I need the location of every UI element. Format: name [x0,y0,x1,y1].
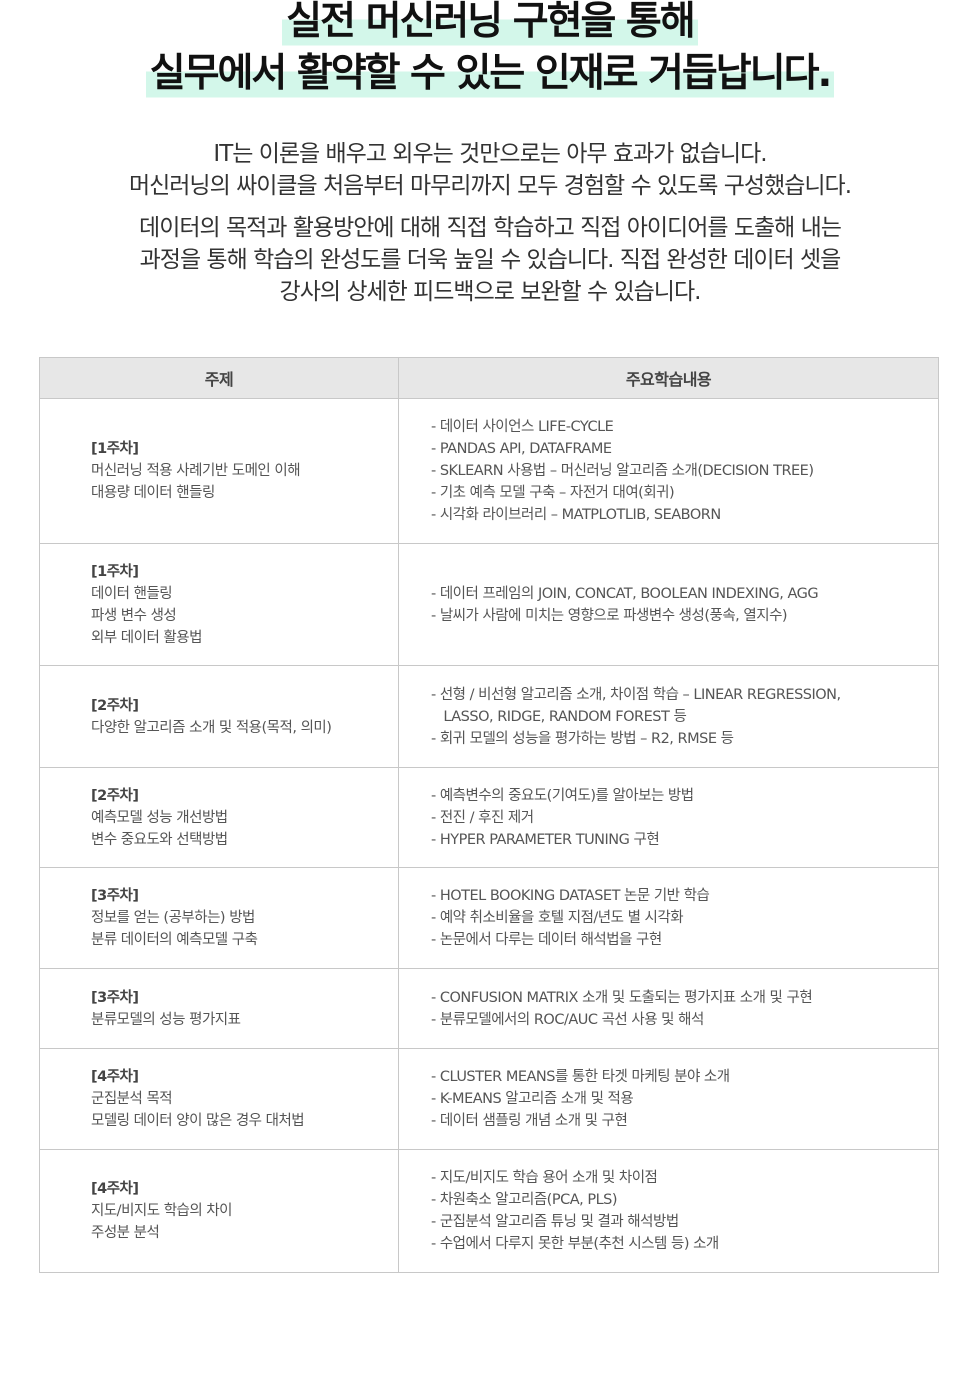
contents-cell: - 데이터 사이언스 LIFE-CYCLE - PANDAS API, DATAF… [398,398,939,544]
content-item: - 논문에서 다루는 데이터 해석법을 구현 [431,932,662,948]
contents-cell: - 예측변수의 중요도(기여도)를 알아보는 방법 - 전진 / 후진 제거 - H… [398,767,939,868]
week-label: [1주차] [91,441,139,457]
content-item: - 분류모델에서의 ROC/AUC 곡선 사용 및 해석 [431,1011,704,1028]
content-item: - PANDAS API, DATAFRAME [431,441,612,457]
intro-line: 강사의 상세한 피드백으로 보완할 수 있습니다. [279,279,702,305]
topic-line: 분류 데이터의 예측모델 구축 [91,932,258,948]
table-row: [2주차] 다양한 알고리즘 소개 및 적용(목적, 의미) - 선형 / 비선형 … [39,665,939,768]
topic-line: 분류모델의 성능 평가지표 [91,1011,241,1028]
week-label: [2주차] [91,787,139,804]
content-item: - 기초 예측 모델 구축 – 자전거 대여(회귀) [431,485,675,501]
contents-cell: - CONFUSION MATRIX 소개 및 도출되는 평가지표 소개 및 구… [398,968,939,1049]
headline-line-2: 실무에서 활약할 수 있는 인재로 거듭납니다. [145,48,835,100]
content-item: - CLUSTER MEANS를 통한 타겟 마케팅 분야 소개 [431,1069,730,1085]
topic-line: 파생 변수 생성 [91,607,177,624]
contents-cell: - HOTEL BOOKING DATASET 논문 기반 학습 - 예약 취소비… [398,867,939,969]
headline-line-1: 실전 머신러닝 구현을 통해 [282,0,698,48]
content-item: - 날씨가 사람에 미치는 영향으로 파생변수 생성(풍속, 열지수) [431,607,788,624]
topic-line: 변수 중요도와 선택방법 [91,831,228,848]
intro-paragraph-2: 데이터의 목적과 활용방안에 대해 직접 학습하고 직접 아이디어를 도출해 내… [0,212,980,308]
header-contents: 주요학습내용 [398,357,939,399]
content-item: - 예약 취소비율을 호텔 지점/년도 별 시각화 [431,910,684,926]
week-label: [1주차] [91,563,139,580]
intro-paragraph-1: IT는 이론을 배우고 외우는 것만으로는 아무 효과가 없습니다. 머신러닝의… [0,138,980,202]
content-item: - CONFUSION MATRIX 소개 및 도출되는 평가지표 소개 및 구… [431,989,813,1006]
content-item: - K-MEANS 알고리즘 소개 및 적용 [431,1091,634,1107]
content-item: - 지도/비지도 학습 용어 소개 및 차이점 [431,1170,658,1186]
intro-line: 머신러닝의 싸이클을 처음부터 마무리까지 모두 경험할 수 있도록 구성했습니… [128,173,852,199]
headline: 실전 머신러닝 구현을 통해 실무에서 활약할 수 있는 인재로 거듭납니다. [0,0,980,100]
topic-line: 데이터 핸들링 [91,585,173,602]
content-item: - 시각화 라이브러리 – MATPLOTLIB, SEABORN [431,507,721,523]
intro-line: 데이터의 목적과 활용방안에 대해 직접 학습하고 직접 아이디어를 도출해 내… [139,215,842,241]
topic-line: 모델링 데이터 양이 많은 경우 대처법 [91,1113,305,1129]
content-item: - HYPER PARAMETER TUNING 구현 [431,831,660,848]
intro-line: IT는 이론을 배우고 외우는 것만으로는 아무 효과가 없습니다. [213,141,767,167]
topic-line: 머신러닝 적용 사례기반 도메인 이해 [91,463,301,479]
content-item: - 회귀 모델의 성능을 평가하는 방법 – R2, RMSE 등 [431,730,734,747]
content-item: - SKLEARN 사용법 – 머신러닝 알고리즘 소개(DECISION TR… [431,463,814,479]
contents-cell: - 데이터 프레임의 JOIN, CONCAT, BOOLEAN INDEXIN… [398,543,939,666]
contents-cell: - CLUSTER MEANS를 통한 타겟 마케팅 분야 소개 - K-MEAN… [398,1048,939,1150]
topic-line: 지도/비지도 학습의 차이 [91,1203,233,1219]
topic-line: 군집분석 목적 [91,1091,173,1107]
content-item: - 차원축소 알고리즘(PCA, PLS) [431,1192,618,1208]
content-item: - HOTEL BOOKING DATASET 논문 기반 학습 [431,888,710,904]
week-label: [4주차] [91,1069,139,1085]
header-topic: 주제 [39,357,399,399]
week-label: [4주차] [91,1181,139,1197]
topic-line: 주성분 분석 [91,1225,160,1241]
topic-cell: [3주차] 분류모델의 성능 평가지표 [39,968,399,1049]
content-item: - 예측변수의 중요도(기여도)를 알아보는 방법 [431,787,694,804]
table-row: [3주차] 분류모델의 성능 평가지표 - CONFUSION MATRIX 소개 … [39,968,939,1049]
week-label: [3주차] [91,989,139,1006]
content-item: - 수업에서 다루지 못한 부분(추천 시스템 등) 소개 [431,1236,719,1252]
topic-line: 다양한 알고리즘 소개 및 적용(목적, 의미) [91,719,332,736]
content-item: - 데이터 사이언스 LIFE-CYCLE [431,419,614,435]
content-item: - 전진 / 후진 제거 [431,809,534,826]
topic-line: 예측모델 성능 개선방법 [91,809,228,826]
week-label: [3주차] [91,888,139,904]
contents-cell: - 선형 / 비선형 알고리즘 소개, 차이점 학습 – LINEAR REGR… [398,665,939,768]
content-item: LASSO, RIDGE, RANDOM FOREST 등 [431,708,687,725]
topic-line: 정보를 얻는 (공부하는) 방법 [91,910,255,926]
contents-cell: - 지도/비지도 학습 용어 소개 및 차이점 - 차원축소 알고리즘(PCA, … [398,1149,939,1273]
week-label: [2주차] [91,697,139,714]
intro-line: 과정을 통해 학습의 완성도를 더욱 높일 수 있습니다. 직접 완성한 데이터… [139,247,842,273]
topic-line: 대용량 데이터 핸들링 [91,485,215,501]
topic-line: 외부 데이터 활용법 [91,629,202,646]
table-header-row: 주제 주요학습내용 [39,357,939,399]
content-item: - 데이터 프레임의 JOIN, CONCAT, BOOLEAN INDEXIN… [431,585,819,602]
content-item: - 선형 / 비선형 알고리즘 소개, 차이점 학습 – LINEAR REGR… [431,686,841,703]
content-item: - 데이터 샘플링 개념 소개 및 구현 [431,1113,628,1129]
content-item: - 군집분석 알고리즘 튜닝 및 결과 해석방법 [431,1214,679,1230]
topic-cell: [2주차] 다양한 알고리즘 소개 및 적용(목적, 의미) [39,665,399,768]
